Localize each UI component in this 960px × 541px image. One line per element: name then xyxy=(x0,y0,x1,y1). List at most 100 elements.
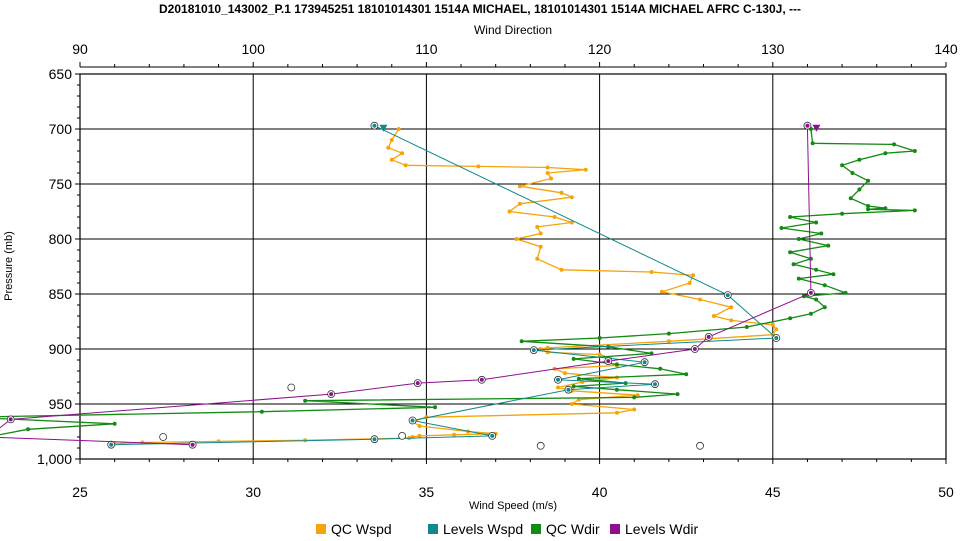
data-point xyxy=(744,325,749,329)
data-point xyxy=(417,424,422,428)
data-point xyxy=(552,215,557,219)
data-point xyxy=(562,371,567,376)
data-point xyxy=(814,297,819,302)
data-point xyxy=(556,385,561,390)
data-point xyxy=(517,184,522,189)
data-point xyxy=(808,311,813,316)
data-point xyxy=(848,196,853,201)
data-point xyxy=(796,276,801,281)
data-point xyxy=(796,237,801,241)
start-triangle-marker xyxy=(812,124,821,132)
y-tick-label: 900 xyxy=(49,341,73,357)
data-point xyxy=(822,283,827,288)
x-tick-label: 25 xyxy=(72,484,88,500)
data-point xyxy=(883,206,888,211)
data-point xyxy=(729,318,734,323)
data-point xyxy=(386,145,391,150)
data-point xyxy=(569,195,574,200)
data-point xyxy=(507,209,512,214)
data-point xyxy=(597,336,602,340)
data-point xyxy=(779,226,784,230)
data-point xyxy=(535,256,540,261)
data-point xyxy=(545,350,550,355)
top-tick-label: 100 xyxy=(242,41,266,57)
data-point-center xyxy=(479,377,484,382)
data-point xyxy=(843,290,848,295)
data-point xyxy=(614,362,619,367)
data-point-center xyxy=(372,123,377,128)
data-point xyxy=(826,243,831,248)
data-point xyxy=(840,211,845,216)
data-point xyxy=(866,178,871,183)
data-point-center xyxy=(556,377,561,382)
data-point xyxy=(711,314,716,318)
hollow-marker xyxy=(287,383,296,392)
top-axis: 90 100 110 120 130 140 xyxy=(72,41,958,68)
y-axis-label: Pressure (mb) xyxy=(3,231,15,301)
top-tick-label: 120 xyxy=(588,41,612,57)
data-point xyxy=(687,281,692,285)
data-point-center xyxy=(692,347,697,351)
data-point xyxy=(538,244,543,249)
data-point xyxy=(698,297,703,302)
series-layer xyxy=(0,121,917,450)
data-point xyxy=(635,393,640,398)
legend-swatch xyxy=(610,524,620,534)
data-point xyxy=(866,207,871,212)
legend-label: Levels Wspd xyxy=(443,521,523,537)
data-point xyxy=(569,220,574,225)
y-tick-label: 750 xyxy=(49,176,73,192)
top-axis-label: Wind Direction xyxy=(474,23,552,37)
data-point xyxy=(389,157,394,162)
data-point xyxy=(729,305,734,310)
data-point xyxy=(389,138,394,142)
data-point xyxy=(840,163,845,168)
data-point xyxy=(452,432,457,437)
data-point xyxy=(675,392,680,397)
data-point-center xyxy=(606,359,611,364)
data-point xyxy=(549,176,554,181)
data-point-center xyxy=(642,360,647,365)
data-point xyxy=(417,433,422,438)
bottom-axis: 25 30 35 40 45 50 xyxy=(72,459,954,500)
top-tick-label: 130 xyxy=(761,41,785,57)
data-point xyxy=(569,402,574,406)
data-point xyxy=(659,289,664,294)
top-tick-label: 90 xyxy=(72,41,88,57)
x-tick-label: 50 xyxy=(938,484,954,500)
data-point xyxy=(571,356,576,361)
legend-swatch xyxy=(316,524,326,534)
data-point xyxy=(649,351,654,356)
data-point xyxy=(514,237,519,241)
data-point-center xyxy=(490,433,495,438)
data-point xyxy=(866,204,871,208)
start-triangle-marker xyxy=(379,124,388,132)
data-point xyxy=(831,272,836,277)
hollow-marker xyxy=(398,431,407,440)
y-tick-label: 1,000 xyxy=(37,451,72,467)
data-point-center xyxy=(805,123,810,128)
data-point xyxy=(814,267,819,272)
orphan-markers xyxy=(159,383,704,450)
data-point xyxy=(535,224,540,229)
legend-label: QC Wspd xyxy=(331,521,392,537)
data-point-center xyxy=(410,418,415,423)
data-point xyxy=(892,142,897,147)
data-point-center xyxy=(8,417,13,422)
x-tick-label: 45 xyxy=(765,484,781,500)
legend-label: QC Wdir xyxy=(546,521,600,537)
left-axis: 650 700 750 800 850 900 950 1,000 xyxy=(37,66,80,467)
data-point xyxy=(614,387,619,392)
series-line-levels-wspd xyxy=(111,125,778,446)
data-point xyxy=(559,190,564,195)
chart-title: D20181010_143002_P.1 173945251 181010143… xyxy=(159,2,801,16)
x-tick-label: 35 xyxy=(419,484,435,500)
data-point xyxy=(658,366,663,371)
data-point xyxy=(883,151,888,156)
data-point-center xyxy=(808,290,813,295)
data-point xyxy=(850,171,855,175)
data-point xyxy=(912,208,917,213)
data-point xyxy=(583,167,588,172)
series-levels-wdir xyxy=(0,121,815,449)
